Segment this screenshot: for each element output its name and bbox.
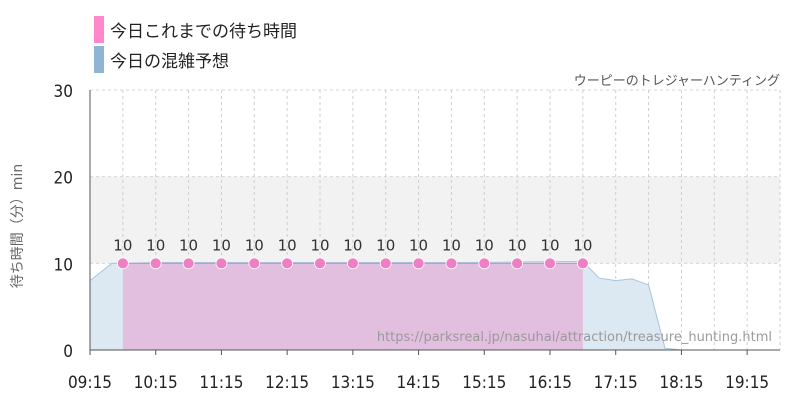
data-label: 10 (113, 236, 132, 254)
data-label: 10 (376, 236, 395, 254)
x-tick-label: 18:15 (659, 373, 703, 393)
data-label: 10 (409, 236, 428, 254)
data-label: 10 (310, 236, 329, 254)
x-tick-label: 09:15 (68, 373, 112, 393)
y-tick-label: 30 (54, 82, 73, 102)
x-tick-label: 19:15 (725, 373, 769, 393)
data-label: 10 (278, 236, 297, 254)
data-label: 10 (442, 236, 461, 254)
x-tick-label: 13:15 (331, 373, 375, 393)
x-tick-label: 16:15 (528, 373, 572, 393)
y-axis-label: 待ち時間（分）min (10, 164, 26, 288)
legend-swatch-actual (94, 15, 104, 43)
data-point (544, 257, 556, 270)
actual-area (122, 263, 583, 350)
data-point (511, 257, 524, 270)
data-point (182, 257, 195, 270)
legend-item-forecast[interactable]: 今日の混雑予想 (94, 44, 297, 74)
data-label: 10 (475, 236, 494, 254)
x-tick-label: 10:15 (134, 373, 178, 393)
data-point (281, 257, 294, 270)
data-point (215, 257, 228, 270)
x-tick-label: 14:15 (397, 373, 441, 393)
y-tick-label: 10 (54, 255, 73, 275)
data-point (346, 257, 359, 270)
legend-label-actual: 今日これまでの待ち時間 (110, 21, 297, 42)
data-label: 10 (343, 236, 362, 254)
data-label: 10 (179, 236, 198, 254)
y-tick-label: 0 (63, 342, 73, 362)
data-point (445, 257, 458, 270)
data-point (478, 257, 491, 270)
data-label: 10 (508, 236, 527, 254)
attraction-name: ウーピーのトレジャーハンティング (573, 74, 780, 89)
legend-swatch-forecast (94, 45, 104, 73)
legend-item-actual[interactable]: 今日これまでの待ち時間 (94, 14, 297, 44)
data-point (149, 257, 162, 270)
data-point (116, 257, 129, 270)
data-point (314, 257, 326, 270)
data-point (576, 257, 589, 270)
data-label: 10 (573, 236, 592, 254)
data-point (379, 257, 392, 270)
data-label: 10 (540, 236, 559, 254)
legend-label-forecast: 今日の混雑予想 (110, 51, 229, 72)
x-tick-label: 15:15 (462, 373, 506, 393)
legend: 今日これまでの待ち時間 今日の混雑予想 (94, 14, 297, 74)
x-tick-label: 12:15 (265, 373, 309, 393)
data-label: 10 (146, 236, 165, 254)
highlight-band (90, 176, 780, 264)
data-point (412, 257, 425, 270)
x-tick-label: 17:15 (594, 373, 638, 393)
watermark-url: https://parksreal.jp/nasuhai/attraction/… (377, 330, 772, 345)
data-point (248, 257, 261, 270)
x-tick-label: 11:15 (199, 373, 243, 393)
y-tick-label: 20 (54, 169, 73, 189)
data-label: 10 (245, 236, 264, 254)
data-label: 10 (212, 236, 231, 254)
